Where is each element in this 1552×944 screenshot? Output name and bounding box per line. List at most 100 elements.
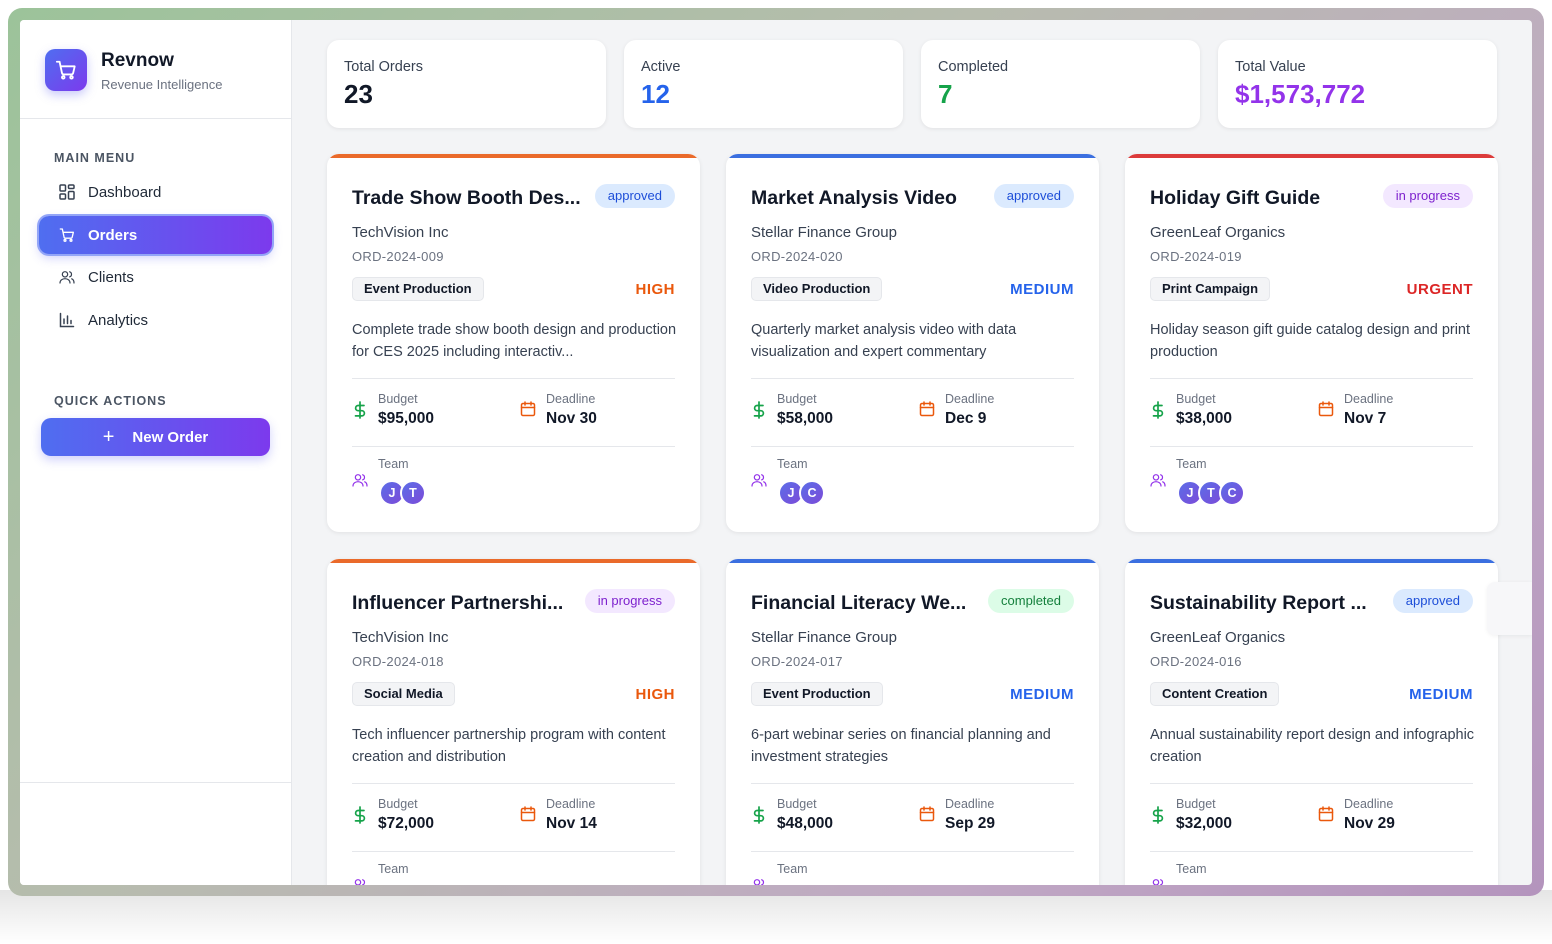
- order-card-ord-2024-020[interactable]: Market Analysis Video approved Stellar F…: [726, 154, 1099, 532]
- budget-label: Budget: [1176, 392, 1216, 406]
- stat-card-active: Active 12: [624, 40, 903, 128]
- client-name: Stellar Finance Group: [751, 629, 897, 646]
- card-divider: [1150, 378, 1473, 379]
- sidebar-item-orders[interactable]: Orders: [39, 216, 272, 254]
- order-card-ord-2024-019[interactable]: Holiday Gift Guide in progress GreenLeaf…: [1125, 154, 1498, 532]
- card-accent-bar: [726, 154, 1099, 158]
- sidebar-footer-divider: [20, 782, 292, 783]
- window-drop-shadow: [0, 890, 1552, 944]
- bar-chart-icon: [59, 312, 75, 328]
- team-icon: [751, 472, 767, 488]
- order-card-ord-2024-016[interactable]: Sustainability Report ... approved Green…: [1125, 559, 1498, 885]
- order-card-ord-2024-018[interactable]: Influencer Partnershi... in progress Tec…: [327, 559, 700, 885]
- status-badge: in progress: [584, 589, 675, 613]
- team-label: Team: [378, 862, 409, 876]
- order-title: Trade Show Booth Des...: [352, 187, 581, 209]
- order-id: ORD-2024-009: [352, 249, 444, 264]
- order-title: Influencer Partnershi...: [352, 592, 564, 614]
- budget-label: Budget: [378, 797, 418, 811]
- deadline-label: Deadline: [945, 392, 995, 406]
- dollar-icon: [352, 401, 368, 419]
- category-tag: Print Campaign: [1150, 277, 1271, 301]
- avatar: C: [1219, 480, 1245, 506]
- priority-label: HIGH: [635, 281, 675, 298]
- cart-logo-icon: [45, 49, 87, 91]
- card-divider: [751, 783, 1074, 784]
- card-divider: [352, 446, 675, 447]
- priority-label: MEDIUM: [1010, 686, 1074, 703]
- quick-actions-label: QUICK ACTIONS: [54, 394, 167, 408]
- budget-value: $72,000: [378, 815, 435, 832]
- stat-value: 12: [641, 79, 670, 109]
- deadline-value: Nov 29: [1344, 815, 1395, 832]
- card-divider: [751, 446, 1074, 447]
- status-badge: approved: [594, 184, 675, 208]
- budget-value: $48,000: [777, 815, 834, 832]
- budget-label: Budget: [777, 392, 817, 406]
- category-tag: Event Production: [352, 277, 484, 301]
- team-icon: [1150, 877, 1166, 885]
- card-divider: [751, 378, 1074, 379]
- deadline-value: Nov 14: [546, 815, 597, 832]
- new-order-button[interactable]: + New Order: [41, 418, 270, 456]
- order-id: ORD-2024-020: [751, 249, 843, 264]
- deadline-value: Dec 9: [945, 410, 987, 427]
- budget-label: Budget: [378, 392, 418, 406]
- priority-label: MEDIUM: [1010, 281, 1074, 298]
- sidebar-item-analytics[interactable]: Analytics: [39, 301, 272, 339]
- order-description: Complete trade show booth design and pro…: [352, 322, 677, 360]
- status-badge: completed: [988, 589, 1074, 613]
- order-description: Quarterly market analysis video with dat…: [751, 322, 1017, 360]
- dollar-icon: [751, 806, 767, 824]
- category-tag: Social Media: [352, 682, 455, 706]
- brand-name: Revnow: [101, 50, 174, 71]
- team-label: Team: [378, 457, 409, 471]
- priority-label: URGENT: [1406, 281, 1473, 298]
- status-badge: approved: [1392, 589, 1473, 613]
- sidebar-item-dashboard[interactable]: Dashboard: [39, 173, 272, 211]
- sidebar-item-label: Dashboard: [88, 183, 162, 201]
- order-card-ord-2024-009[interactable]: Trade Show Booth Des... approved TechVis…: [327, 154, 700, 532]
- card-divider: [352, 783, 675, 784]
- deadline-label: Deadline: [546, 797, 596, 811]
- budget-label: Budget: [777, 797, 817, 811]
- stat-card-total-orders: Total Orders 23: [327, 40, 606, 128]
- team-icon: [1150, 472, 1166, 488]
- order-title: Market Analysis Video: [751, 187, 957, 209]
- stat-value: 23: [344, 79, 373, 109]
- card-divider: [1150, 851, 1473, 852]
- team-label: Team: [777, 457, 808, 471]
- order-description: 6-part webinar series on financial plann…: [751, 727, 1051, 765]
- sidebar-item-label: Orders: [88, 226, 138, 244]
- client-name: GreenLeaf Organics: [1150, 629, 1286, 646]
- budget-label: Budget: [1176, 797, 1216, 811]
- scroll-indicator[interactable]: [1487, 582, 1532, 635]
- calendar-icon: [1318, 401, 1334, 417]
- calendar-icon: [520, 806, 536, 822]
- card-accent-bar: [1125, 559, 1498, 563]
- avatar: C: [799, 480, 825, 506]
- order-title: Financial Literacy We...: [751, 592, 967, 614]
- sidebar-item-clients[interactable]: Clients: [39, 258, 272, 296]
- avatar: T: [1198, 480, 1224, 506]
- calendar-icon: [919, 806, 935, 822]
- card-accent-bar: [1125, 154, 1498, 158]
- priority-label: MEDIUM: [1409, 686, 1473, 703]
- team-label: Team: [777, 862, 808, 876]
- status-badge: in progress: [1382, 184, 1473, 208]
- client-name: GreenLeaf Organics: [1150, 224, 1286, 241]
- client-name: TechVision Inc: [352, 224, 449, 241]
- sidebar: Revnow Revenue Intelligence MAIN MENU Da…: [20, 20, 292, 885]
- team-label: Team: [1176, 862, 1207, 876]
- team-icon: [751, 877, 767, 885]
- dollar-icon: [1150, 401, 1166, 419]
- sidebar-item-label: Analytics: [88, 311, 149, 329]
- deadline-value: Nov 7: [1344, 410, 1387, 427]
- order-card-ord-2024-017[interactable]: Financial Literacy We... completed Stell…: [726, 559, 1099, 885]
- deadline-label: Deadline: [1344, 797, 1394, 811]
- client-name: Stellar Finance Group: [751, 224, 897, 241]
- stat-card-completed: Completed 7: [921, 40, 1200, 128]
- dollar-icon: [352, 806, 368, 824]
